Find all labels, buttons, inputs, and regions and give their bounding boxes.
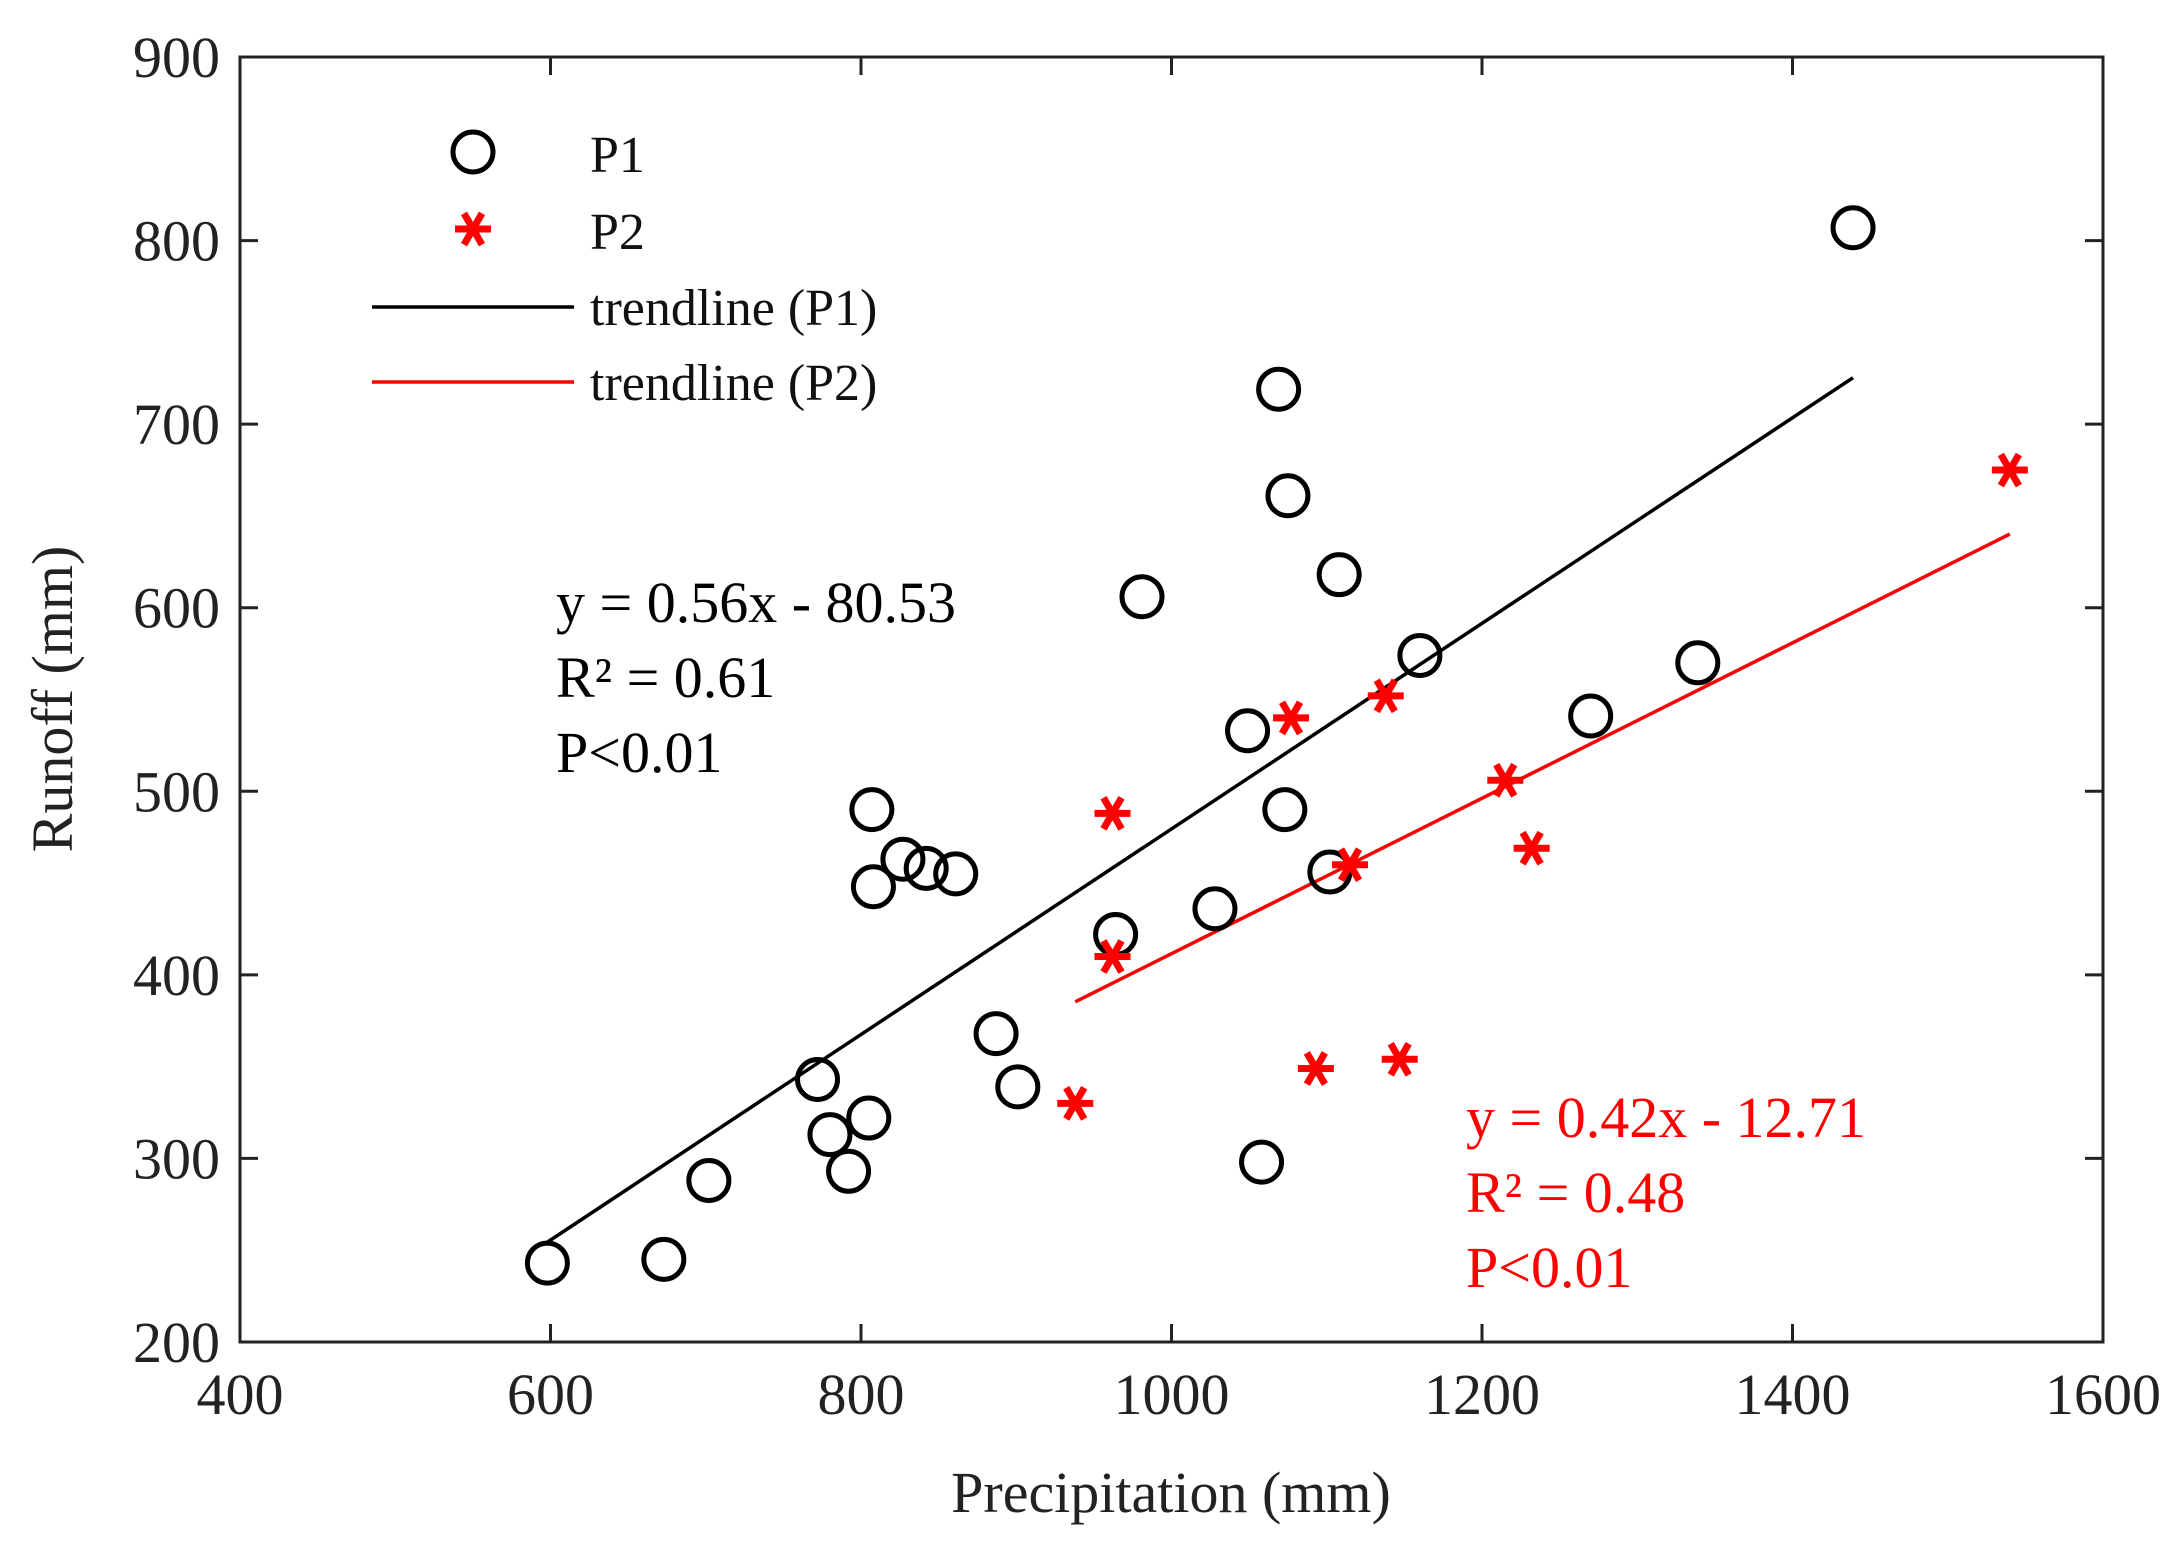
point-p1: [846, 1095, 892, 1141]
annotation-p1-pvalue: P<0.01: [556, 720, 722, 785]
point-p2: [1513, 830, 1550, 866]
point-p1: [641, 1236, 687, 1282]
annotation-p1-equation: y = 0.56x - 80.53: [556, 570, 956, 635]
y-tick-label: 800: [133, 209, 220, 274]
point-p2: [1332, 847, 1369, 883]
point-p1: [686, 1157, 732, 1203]
trendline-p1: [546, 376, 1855, 1244]
point-p2: [1297, 1051, 1334, 1086]
point-p1: [795, 1056, 841, 1102]
y-tick-label: 900: [133, 25, 220, 90]
y-tick-label: 700: [133, 392, 220, 457]
point-p1: [1262, 787, 1308, 833]
point-p1: [1568, 693, 1614, 739]
point-p2: [1273, 700, 1310, 736]
x-axis-label: Precipitation (mm): [951, 1460, 1391, 1525]
point-p2: [1381, 1041, 1418, 1077]
annotation-p1-r2: R² = 0.61: [556, 645, 775, 710]
point-p1: [1307, 849, 1353, 895]
legend-marker-p2: [455, 211, 491, 247]
x-tick-label: 1000: [1114, 1362, 1230, 1427]
legend-label-trend-p2: trendline (P2): [590, 355, 877, 412]
y-tick-label: 600: [133, 576, 220, 641]
point-p1: [849, 787, 895, 833]
point-p1: [1265, 473, 1311, 519]
point-p1: [1675, 640, 1721, 686]
point-p2: [1991, 452, 2028, 488]
y-tick-label: 500: [133, 759, 220, 824]
x-tick-label: 1600: [2045, 1362, 2161, 1427]
point-p1: [1830, 205, 1876, 251]
point-p1: [1256, 366, 1302, 412]
point-p2: [1367, 678, 1404, 714]
point-p1: [903, 845, 949, 891]
annotation-p2-pvalue: P<0.01: [1466, 1235, 1632, 1300]
legend-marker-p1: [450, 129, 496, 175]
legend-label-p2: P2: [590, 204, 645, 261]
point-p2: [1094, 939, 1131, 974]
point-p1: [1397, 632, 1443, 678]
point-p1: [1119, 574, 1165, 620]
point-p1: [995, 1064, 1041, 1110]
x-tick-label: 1400: [1735, 1362, 1851, 1427]
point-p1: [850, 864, 896, 910]
data-points: [524, 205, 2028, 1286]
legend-label-p1: P1: [590, 127, 645, 184]
point-p1: [880, 836, 926, 882]
y-axis-label: Runoff (mm): [20, 546, 85, 853]
annotation-p2: y = 0.42x - 12.71 R² = 0.48 P<0.01: [1466, 1085, 1866, 1300]
axis-ticks: 400 600 800 1000 1200 1400 1600 200 300 400 500 600…: [133, 25, 2161, 1427]
point-p2: [1487, 762, 1524, 798]
point-p1: [1316, 552, 1362, 598]
legend-label-trend-p1: trendline (P1): [590, 280, 877, 337]
annotation-p2-r2: R² = 0.48: [1466, 1160, 1685, 1225]
point-p1: [524, 1240, 570, 1286]
legend: P1 P2 trendline (P1) trendline (P2): [372, 127, 877, 412]
point-p1: [826, 1148, 872, 1194]
point-p1: [933, 851, 979, 897]
x-tick-label: 800: [818, 1362, 905, 1427]
plot-area-frame: [238, 55, 2105, 1344]
y-tick-label: 300: [133, 1126, 220, 1191]
y-tick-label: 200: [133, 1310, 220, 1375]
x-tick-label: 1200: [1424, 1362, 1540, 1427]
point-p2: [1094, 795, 1131, 831]
y-tick-label: 400: [133, 943, 220, 1008]
point-p1: [807, 1112, 853, 1158]
point-p1: [973, 1011, 1019, 1057]
annotation-p1: y = 0.56x - 80.53 R² = 0.61 P<0.01: [556, 570, 956, 785]
point-p1: [1225, 708, 1271, 754]
annotation-p2-equation: y = 0.42x - 12.71: [1466, 1085, 1866, 1150]
x-tick-label: 400: [197, 1362, 284, 1427]
x-tick-label: 600: [507, 1362, 594, 1427]
point-p2: [1057, 1086, 1094, 1121]
point-p1: [1239, 1139, 1285, 1185]
point-p1: [1192, 886, 1238, 932]
